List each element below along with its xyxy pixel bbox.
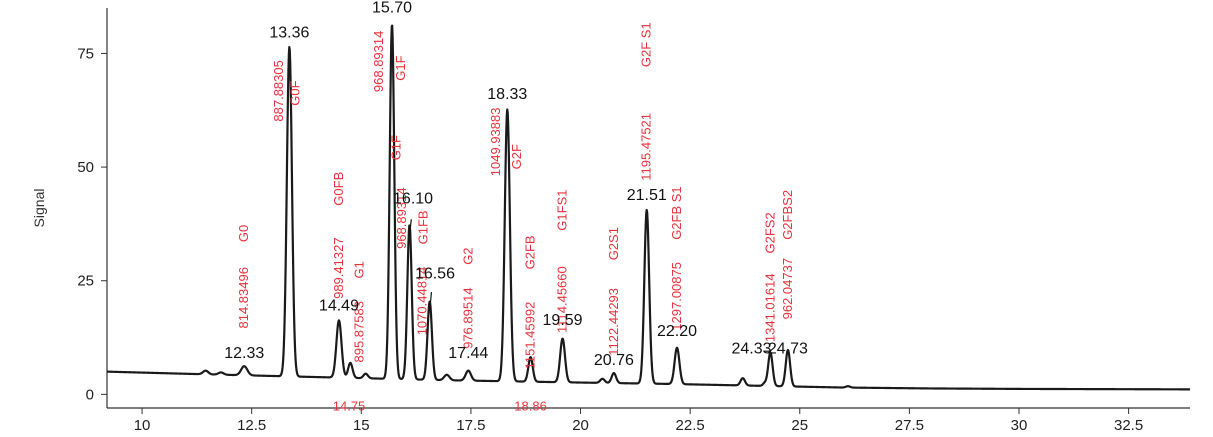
x-tick-label: 20 — [572, 417, 589, 434]
signal-trace — [106, 24, 1191, 391]
peak-annotation: 976.89514 — [461, 287, 476, 348]
peak-annotation: 1070.44814 — [415, 267, 430, 336]
peak-annotation: G2FS2 — [762, 212, 777, 253]
peak-annotation: 962.04737 — [780, 258, 795, 319]
x-tick-label: 12.5 — [237, 417, 266, 434]
trace-layer — [106, 24, 1191, 391]
y-tick-label: 75 — [77, 45, 94, 62]
peak-annotation: G1F — [393, 55, 408, 80]
peak-annotation: G2F — [509, 144, 524, 169]
leader-line — [408, 219, 412, 236]
peak-annotation: 968.89314 — [394, 187, 409, 248]
y-tick-label: 50 — [77, 159, 94, 176]
peak-retention-label: 15.70 — [372, 0, 412, 17]
peak-annotation: 1151.45992 — [523, 302, 538, 370]
peak-retention-label: 16.56 — [415, 265, 455, 282]
peak-retention-label: 20.76 — [594, 352, 634, 369]
peak-annotation: G1 — [352, 261, 367, 278]
peak-annotation: 1297.00875 — [669, 262, 684, 331]
peak-annotation: 989.41327 — [331, 237, 346, 298]
peak-annotation: G2FB — [523, 235, 538, 269]
peak-retention-label: 19.59 — [543, 312, 583, 329]
leader-line — [429, 292, 433, 311]
peak-retention-label: 18.33 — [487, 86, 527, 103]
peak-annotation: 1049.93883 — [488, 108, 503, 177]
x-tick-label: 15 — [353, 417, 370, 434]
x-tick-label: 30 — [1011, 417, 1028, 434]
peak-retention-label: 24.73 — [768, 340, 808, 357]
peak-annotation: G1FB — [416, 210, 431, 244]
peak-annotation: 1122.44293 — [606, 288, 621, 356]
y-axis-title: Signal — [31, 189, 47, 228]
peak-annotation: 968.89314 — [371, 31, 386, 92]
peak-annotation: G2S1 — [606, 227, 621, 260]
peak-retention-label: 22.20 — [657, 323, 697, 340]
peak-retention-label: 12.33 — [224, 345, 264, 362]
peak-annotation: 814.83496 — [236, 267, 251, 328]
peak-retention-label: 14.49 — [319, 297, 359, 314]
x-tick-label: 25 — [791, 417, 808, 434]
peak-label-layer: 12.33 13.36 14.49 15.70 16.10 16.56 17.44 18.33… — [224, 0, 808, 369]
x-tick-label: 10 — [134, 417, 151, 434]
peak-annotation: G1FS1 — [555, 190, 570, 231]
peak-annotation: G0 — [236, 225, 251, 242]
peak-annotation: 1114.45660 — [555, 266, 570, 333]
retention-time-annotation: 14.75 — [333, 398, 366, 413]
x-tick-label: 22.5 — [676, 417, 705, 434]
peak-annotation: 1195.47521 — [639, 113, 654, 181]
x-tick-label: 17.5 — [456, 417, 485, 434]
peak-retention-label: 13.36 — [269, 25, 309, 42]
peak-annotation: G2FB S1 — [669, 186, 684, 239]
peak-annotation: G0FB — [331, 172, 346, 206]
x-tick-label: 27.5 — [895, 417, 924, 434]
peak-retention-label: 21.51 — [627, 187, 667, 204]
peak-annotation: G0F — [288, 80, 303, 105]
x-tick-label: 32.5 — [1114, 417, 1143, 434]
y-tick-label: 0 — [86, 386, 94, 403]
retention-time-annotation: 18.86 — [514, 398, 547, 413]
peak-annotation: 887.88305 — [271, 60, 286, 121]
peak-annotation: 1341.01614 — [762, 273, 777, 342]
peak-annotation: G2FBS2 — [780, 190, 795, 240]
peak-annotation: 895.87583 — [352, 301, 367, 362]
peak-retention-label: 16.10 — [393, 190, 433, 207]
annotation-layer: 814.83496 G0 887.88305 G0F 989.41327 G0FB 895.… — [236, 22, 795, 413]
axes: 0 25 50 75 10 12.5 15 17.5 20 22.5 25 27.5 30 32.5 Sig… — [31, 8, 1190, 434]
peak-annotation: G1F — [388, 135, 403, 160]
peak-annotation: G2F S1 — [639, 22, 654, 67]
peak-annotation: G2 — [461, 247, 476, 264]
peak-retention-label: 24.33 — [732, 340, 772, 357]
y-tick-label: 25 — [77, 273, 94, 290]
peak-retention-label: 17.44 — [448, 345, 488, 362]
